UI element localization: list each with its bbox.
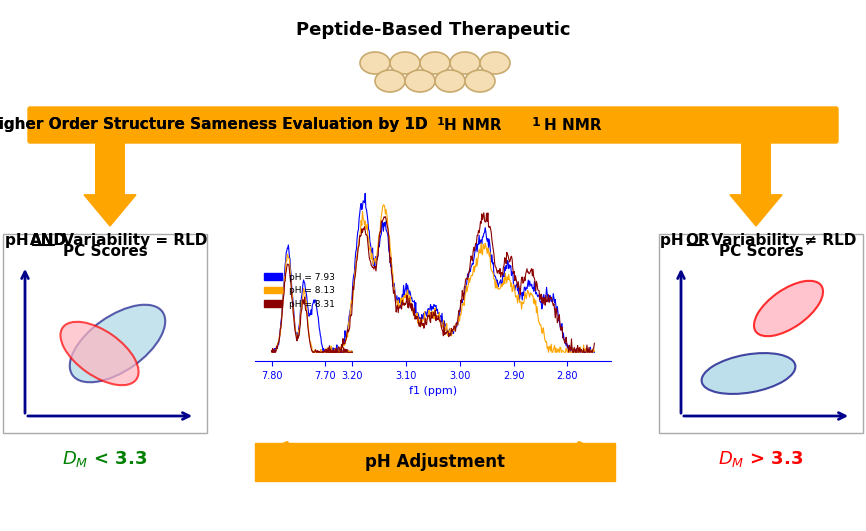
Text: PC Scores: PC Scores [62, 244, 147, 259]
Ellipse shape [754, 281, 823, 336]
Text: pH: pH [660, 233, 688, 248]
Legend: pH = 7.93, pH = 8.13, pH = 8.31: pH = 7.93, pH = 8.13, pH = 8.31 [260, 269, 339, 312]
Text: PC Scores: PC Scores [719, 244, 804, 259]
Ellipse shape [480, 52, 510, 74]
Ellipse shape [360, 52, 390, 74]
Ellipse shape [375, 70, 405, 92]
Ellipse shape [435, 70, 465, 92]
Ellipse shape [61, 322, 139, 385]
Ellipse shape [701, 353, 795, 394]
Text: $D_M$ < 3.3: $D_M$ < 3.3 [62, 449, 148, 469]
Text: pH: pH [5, 233, 34, 248]
X-axis label: f1 (ppm): f1 (ppm) [409, 387, 457, 396]
Text: pH Adjustment: pH Adjustment [365, 453, 505, 471]
Ellipse shape [450, 52, 480, 74]
Ellipse shape [420, 52, 450, 74]
Polygon shape [730, 143, 782, 226]
FancyBboxPatch shape [30, 109, 836, 141]
Text: 1: 1 [531, 116, 540, 130]
Ellipse shape [70, 305, 165, 382]
Text: Variability ≠ RLD: Variability ≠ RLD [706, 233, 856, 248]
Text: Higher Order Structure Sameness Evaluation by 1D: Higher Order Structure Sameness Evaluati… [0, 117, 433, 133]
Text: OR: OR [685, 233, 710, 248]
Text: AND: AND [30, 233, 68, 248]
FancyBboxPatch shape [3, 234, 207, 433]
Ellipse shape [465, 70, 495, 92]
Text: $D_M$ > 3.3: $D_M$ > 3.3 [718, 449, 804, 469]
Ellipse shape [405, 70, 435, 92]
Text: Variability = RLD: Variability = RLD [57, 233, 207, 248]
Text: 1: 1 [437, 117, 445, 127]
Text: AND: AND [30, 233, 68, 248]
Text: Peptide-Based Therapeutic: Peptide-Based Therapeutic [296, 21, 570, 39]
Ellipse shape [390, 52, 420, 74]
FancyBboxPatch shape [255, 443, 615, 481]
Text: Higher Order Structure Sameness Evaluation by 1D: Higher Order Structure Sameness Evaluati… [0, 117, 433, 133]
Polygon shape [84, 143, 136, 226]
Text: H NMR: H NMR [544, 117, 602, 133]
Text: H NMR: H NMR [444, 117, 501, 133]
FancyBboxPatch shape [659, 234, 863, 433]
FancyBboxPatch shape [28, 107, 838, 143]
